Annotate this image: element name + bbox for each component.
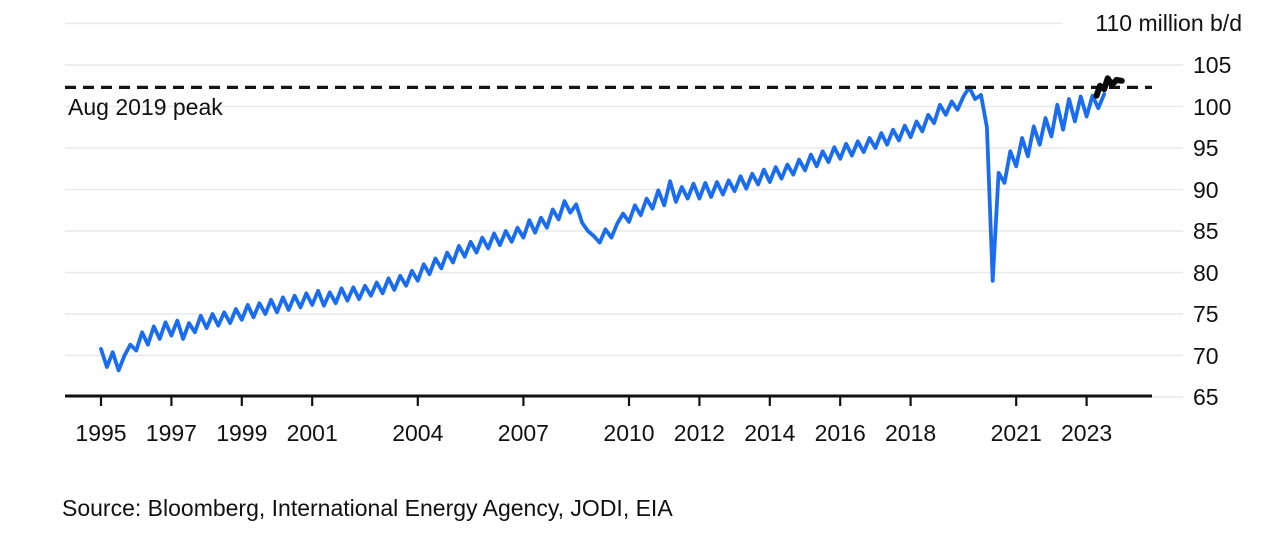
x-tick-label-2001: 2001 xyxy=(286,420,338,446)
x-tick-label-2016: 2016 xyxy=(814,420,866,446)
x-tick-label-2004: 2004 xyxy=(392,420,444,446)
x-tick-label-2010: 2010 xyxy=(603,420,655,446)
y-tick-label-80: 80 xyxy=(1193,259,1219,286)
y-tick-label-85: 85 xyxy=(1193,218,1219,244)
source-credit: Source: Bloomberg, International Energy … xyxy=(62,495,673,521)
y-tick-label-65: 65 xyxy=(1193,384,1219,410)
x-tick-label-1997: 1997 xyxy=(145,420,197,446)
y-tick-label-95: 95 xyxy=(1193,135,1219,161)
x-tick-label-1995: 1995 xyxy=(75,420,127,446)
x-tick-label-1999: 1999 xyxy=(216,420,268,446)
x-tick-label-2018: 2018 xyxy=(885,420,937,446)
y-axis-top-unit-label: 110 million b/d xyxy=(1095,10,1242,36)
y-tick-label-105: 105 xyxy=(1193,52,1232,78)
x-tick-label-2023: 2023 xyxy=(1061,420,1113,446)
y-tick-label-100: 100 xyxy=(1193,93,1232,120)
forecast-line-series xyxy=(1093,75,1125,99)
aug-2019-peak-annotation: Aug 2019 peak xyxy=(68,94,223,120)
y-tick-label-75: 75 xyxy=(1193,301,1219,327)
x-tick-label-2012: 2012 xyxy=(673,420,725,446)
x-tick-label-2021: 2021 xyxy=(990,420,1042,446)
x-tick-label-2007: 2007 xyxy=(497,420,549,446)
history-line-series xyxy=(99,85,1107,373)
x-tick-label-2014: 2014 xyxy=(744,420,796,446)
y-tick-label-90: 90 xyxy=(1193,176,1219,203)
y-tick-label-70: 70 xyxy=(1193,342,1219,369)
